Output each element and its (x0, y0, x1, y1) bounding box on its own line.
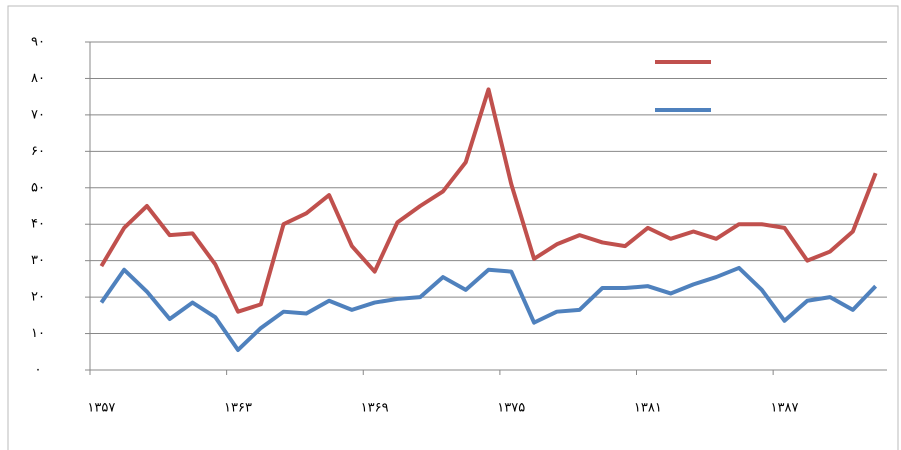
x-tick-label: ۱۳۶۳ (224, 401, 252, 416)
y-tick-label: ۱۰ (31, 326, 45, 341)
y-tick-label: ۵۰ (31, 180, 45, 195)
y-tick-label: ۳۰ (31, 253, 45, 268)
x-tick-label: ۱۳۶۹ (361, 401, 389, 416)
x-tick-label: ۱۳۷۵ (497, 401, 525, 416)
y-tick-label: ۰ (35, 363, 42, 378)
series-line (101, 268, 875, 350)
series-line (101, 89, 875, 311)
y-tick-label: ۹۰ (31, 35, 45, 50)
y-tick-label: ۷۰ (31, 107, 45, 122)
y-tick-label: ۶۰ (31, 144, 45, 159)
y-tick-label: ۸۰ (31, 71, 45, 86)
chart-border (8, 6, 898, 450)
x-tick-label: ۱۳۸۱ (634, 401, 662, 416)
y-tick-label: ۲۰ (31, 290, 45, 305)
page: ۰ ۱۰ ۲۰ ۳۰ ۴۰ ۵۰ ۶۰ ۷۰ ۸۰ ۹۰ ۱۳۵۷ ۱۳۶۳ ۱۳۶۹ ۱۳۷۵ ۱۳۸۱ ۱… (0, 0, 901, 450)
x-tick-label: ۱۳۵۷ (87, 401, 115, 416)
x-tick-label: ۱۳۸۷ (771, 401, 799, 416)
chart: ۰ ۱۰ ۲۰ ۳۰ ۴۰ ۵۰ ۶۰ ۷۰ ۸۰ ۹۰ ۱۳۵۷ ۱۳۶۳ ۱۳۶۹ ۱۳۷۵ ۱۳۸۱ ۱… (0, 0, 901, 450)
y-tick-label: ۴۰ (31, 217, 45, 232)
